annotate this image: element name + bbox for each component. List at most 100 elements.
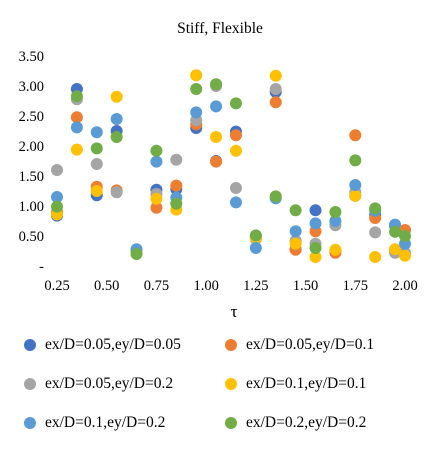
x-tick-label: 1.25	[243, 278, 268, 294]
data-point	[269, 96, 282, 109]
y-tick-label: 1.00	[19, 199, 44, 215]
data-point	[309, 242, 322, 254]
x-tick-label: 1.00	[193, 278, 218, 294]
data-point	[110, 186, 123, 199]
legend-item: ex/D=0.05,ey/D=0.1	[225, 336, 374, 354]
y-tick-label: 2.50	[19, 109, 44, 125]
data-point	[389, 225, 402, 238]
legend-label: ex/D=0.1,ey/D=0.2	[45, 414, 166, 431]
legend-label: ex/D=0.05,ey/D=0.2	[45, 375, 174, 392]
data-point	[289, 225, 302, 238]
data-point	[210, 100, 223, 113]
data-point	[130, 248, 143, 260]
data-point	[210, 155, 223, 168]
data-point	[269, 190, 282, 203]
data-point	[110, 131, 123, 143]
legend-item: ex/D=0.2,ey/D=0.2	[225, 414, 366, 432]
data-point	[329, 206, 342, 218]
legend-swatch	[24, 378, 36, 390]
data-point	[70, 121, 83, 134]
data-point	[269, 83, 282, 95]
legend-item: ex/D=0.1,ey/D=0.1	[225, 375, 366, 393]
data-point	[389, 243, 402, 256]
legend-label: ex/D=0.05,ey/D=0.1	[246, 336, 375, 353]
data-point	[329, 215, 342, 227]
data-point	[309, 251, 322, 263]
data-point	[70, 143, 83, 156]
data-point	[110, 113, 123, 125]
chart-title: Stiff, Flexible	[177, 20, 263, 37]
data-point	[90, 142, 103, 155]
data-point	[190, 69, 203, 82]
data-point	[229, 196, 242, 209]
data-point	[309, 217, 322, 230]
y-tick-label: 0.50	[19, 229, 44, 245]
data-point	[229, 182, 242, 194]
data-point	[399, 230, 411, 242]
data-point	[349, 179, 362, 191]
x-tick-label: 0.75	[144, 278, 169, 294]
data-point	[150, 155, 163, 168]
legend-swatch	[225, 378, 237, 390]
legend-swatch	[225, 339, 237, 351]
data-point	[329, 243, 342, 256]
x-axis-label: τ	[231, 302, 238, 321]
legend-swatch	[24, 339, 36, 351]
data-point	[269, 69, 282, 82]
data-point	[150, 201, 163, 214]
data-point	[369, 251, 382, 263]
y-tick-label: 2.00	[19, 139, 44, 155]
data-point	[170, 197, 183, 210]
y-tick-label: 3.00	[19, 79, 44, 95]
data-point	[190, 106, 203, 119]
data-point	[170, 179, 183, 192]
data-point	[229, 144, 242, 157]
data-point	[110, 90, 123, 103]
y-tick-label: 3.50	[19, 49, 44, 65]
data-point	[289, 204, 302, 217]
legend-label: ex/D=0.1,ey/D=0.1	[246, 375, 367, 392]
legend-swatch	[24, 417, 36, 429]
data-point	[210, 78, 223, 91]
x-tick-label: 1.75	[343, 278, 368, 294]
data-point	[349, 129, 362, 142]
legend-item: ex/D=0.05,ey/D=0.2	[24, 375, 173, 393]
legend-label: ex/D=0.2,ey/D=0.2	[246, 414, 367, 431]
data-point	[289, 237, 302, 250]
data-point	[90, 158, 103, 170]
data-point	[349, 154, 362, 167]
data-point	[70, 111, 83, 124]
legend-item: ex/D=0.05,ey/D=0.05	[24, 336, 181, 354]
data-point	[349, 189, 362, 202]
x-tick-label: 0.50	[94, 278, 119, 294]
y-tick-label: -	[39, 259, 44, 275]
y-tick-label: 1.50	[19, 169, 44, 185]
x-tick-label: 1.50	[293, 278, 318, 294]
data-point	[249, 229, 262, 242]
plot-area: Stiff, Flexible - 0.50 1.00 1.50 2.00 2.50 3.0…	[19, 20, 418, 321]
data-point	[150, 144, 163, 157]
data-point	[90, 185, 103, 197]
data-point	[309, 204, 322, 217]
data-point	[210, 131, 223, 143]
data-point	[229, 97, 242, 110]
data-point	[90, 126, 103, 139]
data-point	[150, 192, 163, 205]
data-point	[369, 226, 382, 239]
data-point	[170, 153, 183, 166]
data-point	[51, 191, 63, 203]
legend-label: ex/D=0.05,ey/D=0.05	[45, 336, 181, 353]
data-point	[51, 200, 63, 213]
data-point	[190, 83, 203, 95]
data-point	[249, 242, 262, 254]
legend-swatch	[225, 417, 237, 429]
data-point	[70, 90, 83, 103]
data-point	[51, 164, 63, 176]
legend-item: ex/D=0.1,ey/D=0.2	[24, 414, 165, 432]
x-tick-label: 2.00	[392, 278, 417, 294]
data-point	[399, 249, 411, 262]
data-point	[369, 202, 382, 215]
x-tick-label: 0.25	[44, 278, 69, 294]
data-point	[229, 129, 242, 142]
